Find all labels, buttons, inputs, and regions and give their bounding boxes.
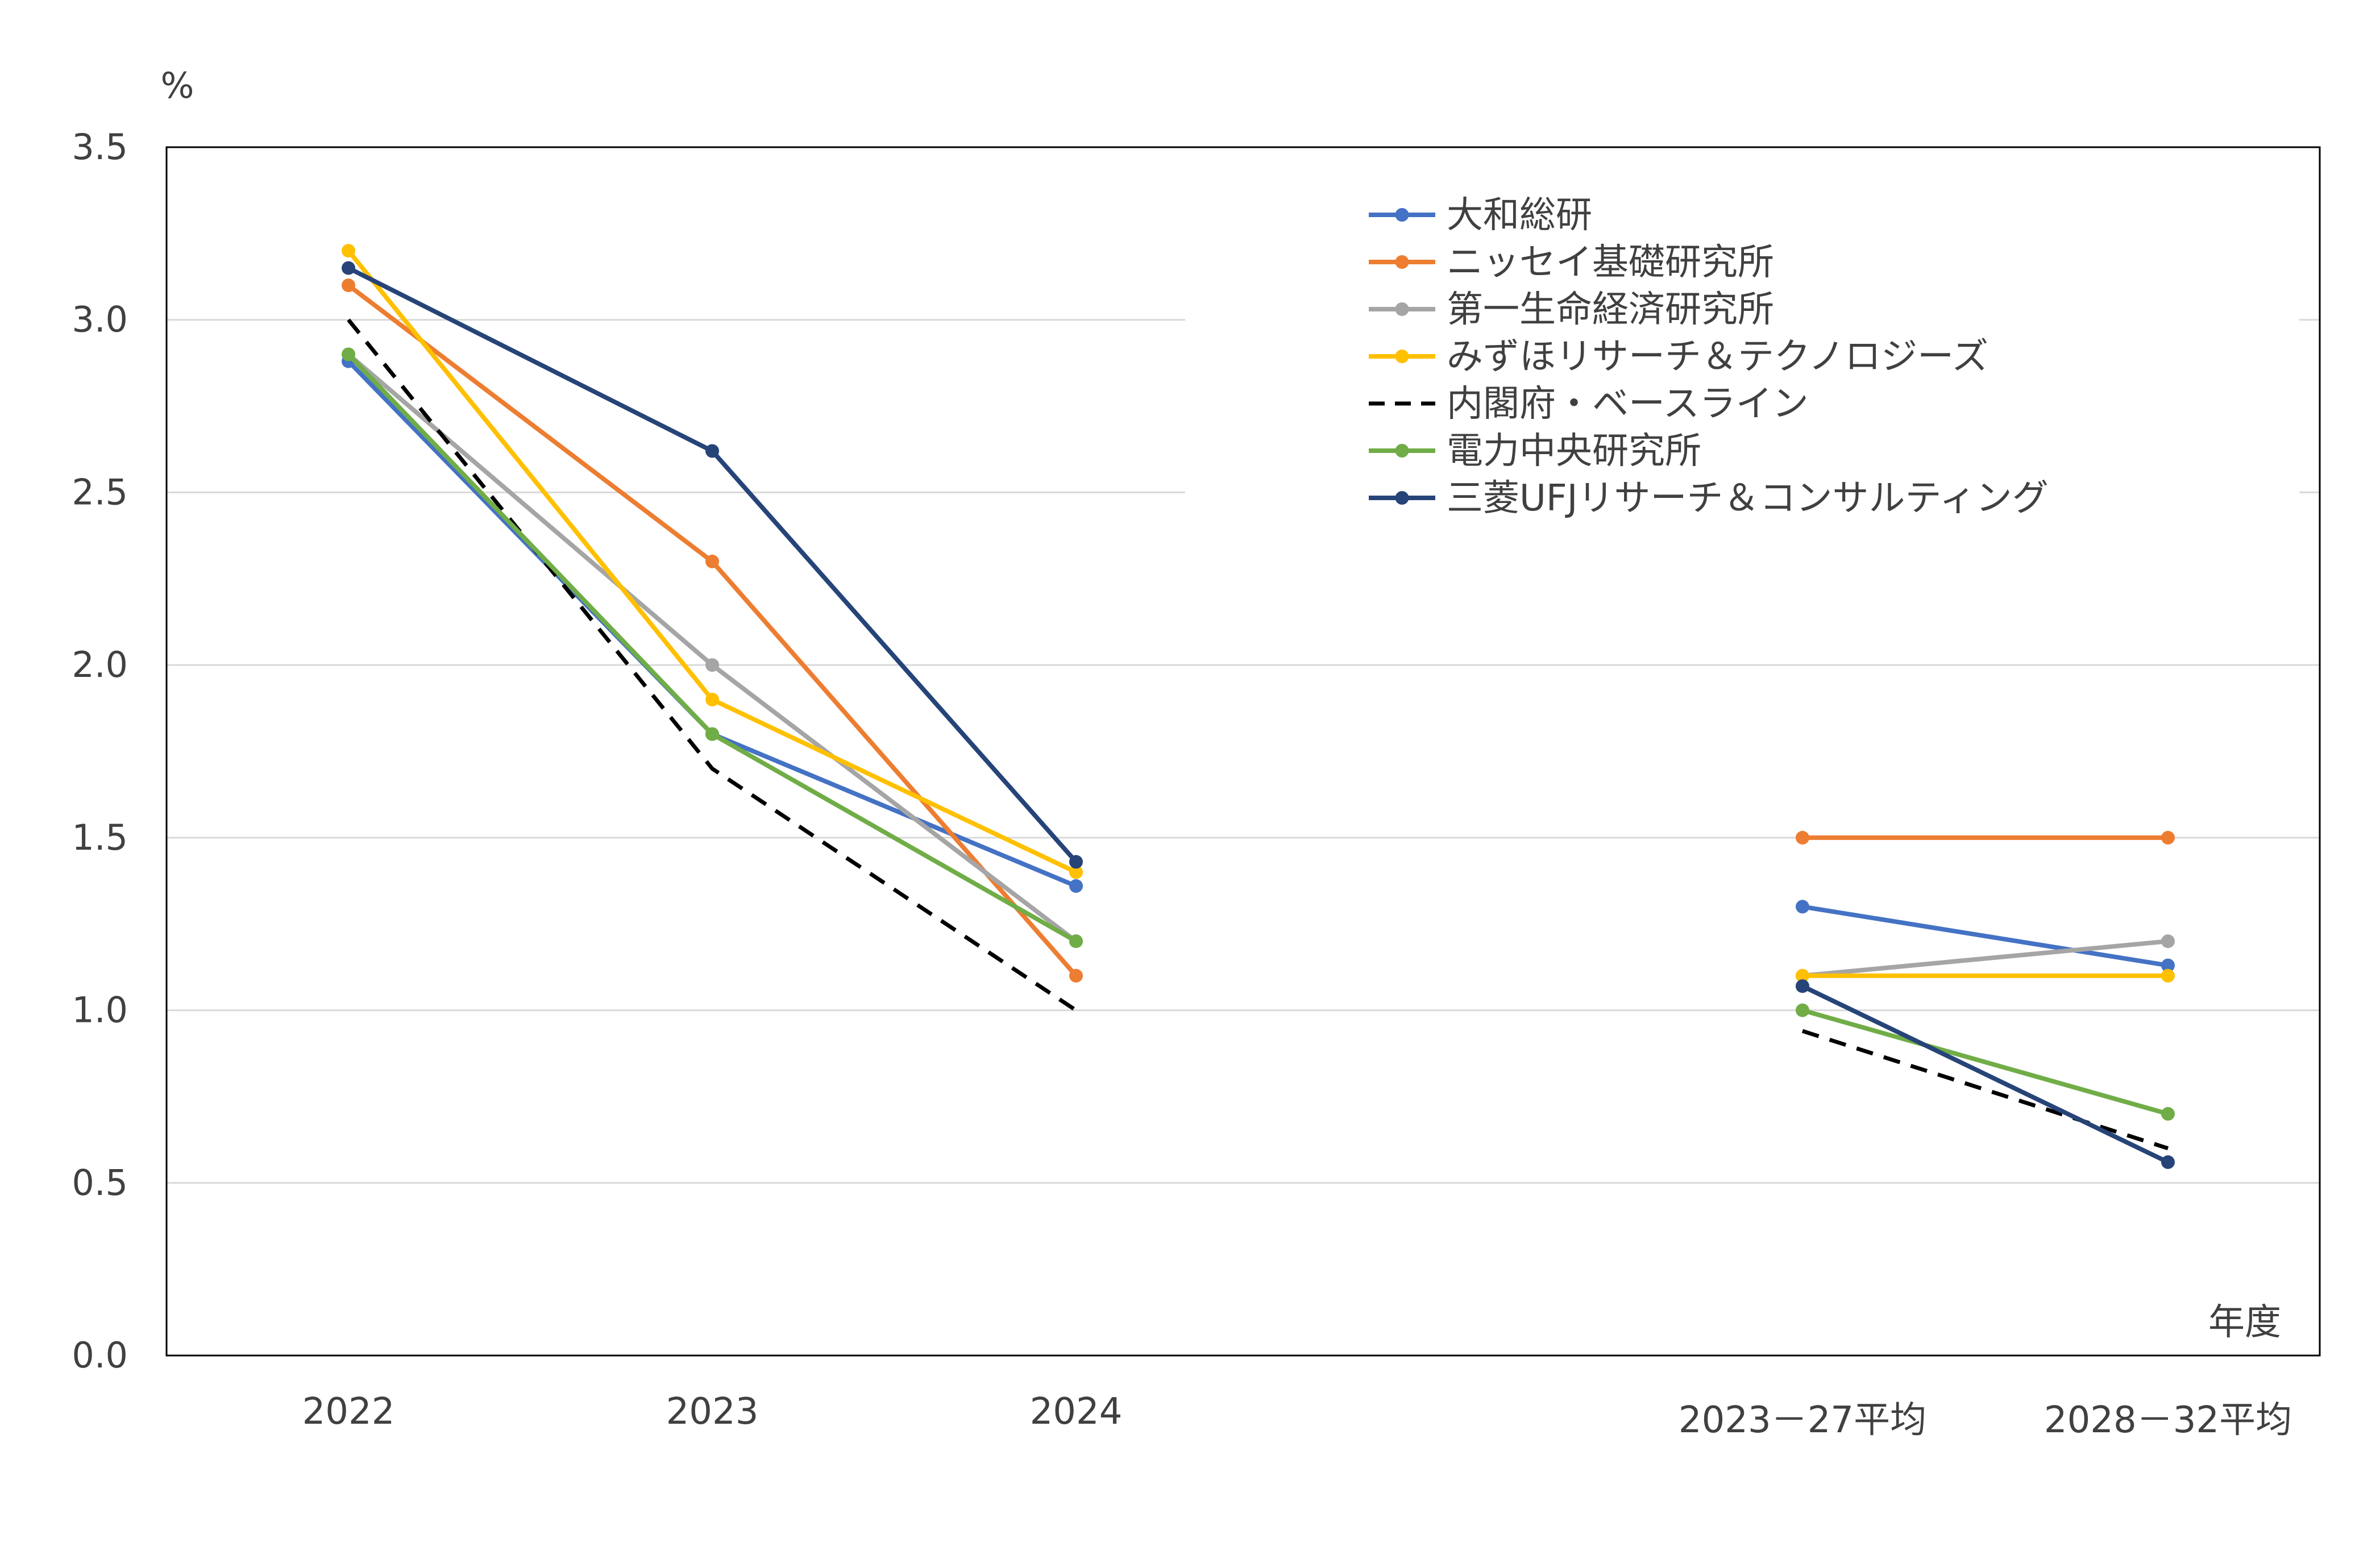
data-point — [2161, 934, 2175, 949]
data-point — [1069, 855, 1083, 869]
series-5 — [347, 318, 2169, 1150]
data-point — [342, 261, 355, 275]
x-axis-ticks: 2022 2023 2024 2023－27平均 2028－32平均 — [302, 1391, 2292, 1441]
data-point — [705, 692, 719, 706]
y-tick-label: 2.0 — [72, 644, 128, 685]
series-line — [347, 318, 1077, 1012]
data-point — [1069, 865, 1083, 879]
gridlines — [167, 319, 2320, 1184]
series-line — [1801, 1029, 2169, 1150]
legend-item: 第一生命経済研究所 — [1369, 289, 1774, 331]
legend-item: 内閣府・ベースライン — [1369, 383, 1809, 425]
legend-marker — [1395, 491, 1409, 505]
x-axis-title: 年度 — [2208, 1302, 2281, 1344]
legend-label: 第一生命経済研究所 — [1447, 289, 1774, 331]
legend-item: ニッセイ基礎研究所 — [1369, 242, 1774, 284]
y-tick-label: 0.5 — [72, 1162, 128, 1203]
legend-item: 大和総研 — [1369, 194, 1592, 236]
y-tick-label: 0.0 — [72, 1334, 128, 1376]
x-tick-label: 2023 — [666, 1391, 759, 1433]
plot-area — [165, 146, 2321, 1357]
data-point — [2161, 958, 2175, 972]
series-3 — [342, 347, 2175, 983]
x-tick-label: 2023－27平均 — [1679, 1399, 1926, 1441]
legend-label: 三菱UFJリサーチ＆コンサルティング — [1447, 477, 2049, 519]
legend-item: みずほリサーチ＆テクノロジーズ — [1369, 336, 1988, 378]
x-tick-label: 2022 — [302, 1391, 395, 1433]
legend: 大和総研ニッセイ基礎研究所第一生命経済研究所みずほリサーチ＆テクノロジーズ内閣府… — [1369, 194, 2049, 519]
data-point — [2161, 830, 2175, 845]
legend-marker — [1395, 350, 1409, 363]
series-2 — [342, 278, 2175, 983]
y-tick-label: 1.5 — [72, 817, 128, 858]
y-axis-unit-label: % — [161, 65, 194, 106]
series-7 — [342, 261, 2175, 1169]
legend-marker — [1395, 208, 1409, 222]
data-point — [705, 444, 719, 458]
data-point — [1796, 1003, 1809, 1017]
data-point — [1796, 830, 1809, 845]
series-line — [1802, 939, 2169, 978]
y-tick-label: 2.5 — [72, 471, 128, 513]
x-tick-label: 2024 — [1030, 1391, 1123, 1433]
data-point — [1796, 979, 1809, 993]
series-line — [1801, 1008, 2169, 1116]
data-point — [342, 347, 355, 361]
y-axis-ticks: 0.0 0.5 1.0 1.5 2.0 2.5 3.0 3.5 — [72, 126, 128, 1376]
legend-item: 電力中央研究所 — [1369, 430, 1701, 472]
data-point — [1069, 934, 1083, 949]
legend-label: みずほリサーチ＆テクノロジーズ — [1447, 336, 1988, 378]
legend-item: 三菱UFJリサーチ＆コンサルティング — [1369, 477, 2049, 519]
legend-marker — [1395, 444, 1409, 458]
data-point — [1069, 968, 1083, 983]
y-tick-label: 3.5 — [72, 126, 128, 168]
data-point — [342, 278, 355, 292]
data-point — [2161, 1155, 2175, 1169]
data-point — [705, 658, 719, 672]
data-point — [2161, 1107, 2175, 1121]
y-tick-label: 1.0 — [72, 989, 128, 1031]
series-6 — [342, 347, 2175, 1121]
legend-marker — [1395, 255, 1409, 269]
legend-marker — [1395, 302, 1409, 316]
series-4 — [342, 244, 2175, 983]
data-point — [1796, 968, 1809, 983]
data-point — [1069, 879, 1083, 893]
series-lines — [342, 244, 2175, 1169]
y-tick-label: 3.0 — [72, 299, 128, 340]
data-point — [2161, 968, 2175, 983]
data-point — [705, 554, 719, 568]
legend-label: 電力中央研究所 — [1447, 430, 1701, 472]
legend-label: 内閣府・ベースライン — [1447, 383, 1809, 425]
legend-label: ニッセイ基礎研究所 — [1447, 242, 1774, 284]
series-line — [1801, 984, 2169, 1165]
data-point — [705, 727, 719, 741]
legend-label: 大和総研 — [1447, 194, 1592, 236]
data-point — [342, 244, 355, 258]
x-tick-label: 2028－32平均 — [2044, 1399, 2292, 1441]
data-point — [1796, 900, 1809, 914]
series-line — [1802, 904, 2169, 968]
